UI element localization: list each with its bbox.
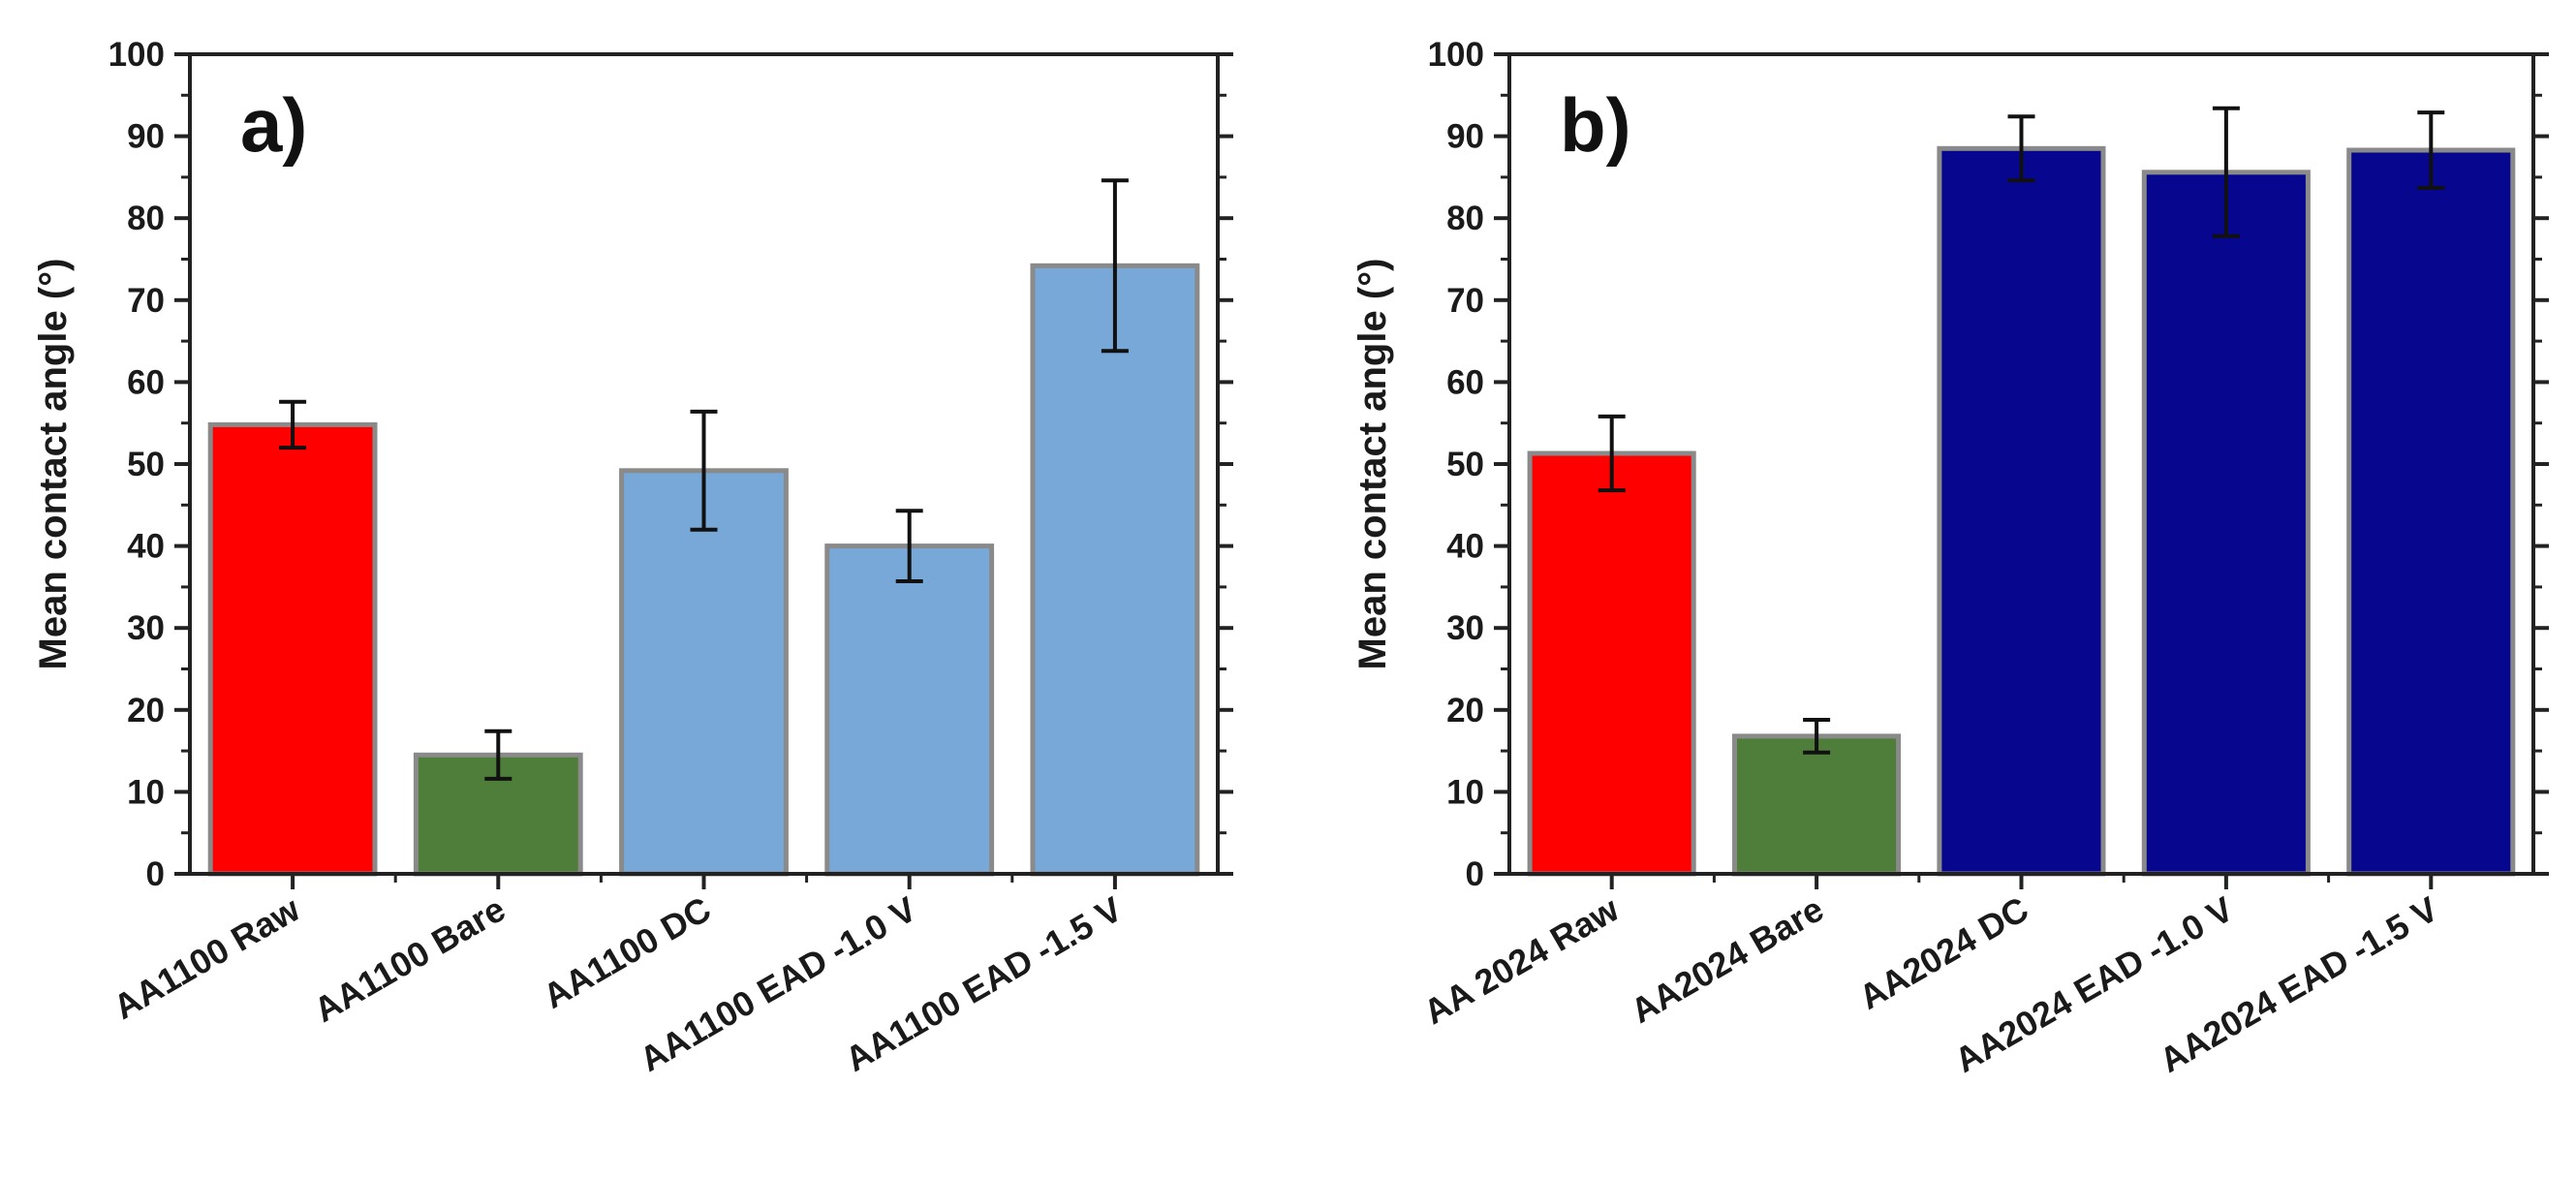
y-tick-label-90: 90 xyxy=(127,118,165,156)
x-tick-label-2: AA2024 Bare xyxy=(1624,888,1830,1031)
y-tick-label-80: 80 xyxy=(1446,200,1484,237)
y-tick-label-100: 100 xyxy=(109,36,165,74)
x-tick-label-1: AA1100 Raw xyxy=(107,888,307,1027)
y-tick-label-90: 90 xyxy=(1446,118,1484,156)
bar-4 xyxy=(824,543,995,877)
y-tick-label-20: 20 xyxy=(127,692,165,729)
bar-5 xyxy=(2346,147,2516,877)
panel-label: b) xyxy=(1560,82,1631,168)
bar-5 xyxy=(1030,263,1200,877)
y-tick-label-0: 0 xyxy=(1466,855,1484,893)
y-axis-title: Mean contact angle (°) xyxy=(32,259,75,670)
bar-1 xyxy=(207,421,378,877)
y-tick-label-10: 10 xyxy=(127,773,165,811)
y-tick-label-30: 30 xyxy=(1446,609,1484,647)
x-tick-label-3: AA2024 DC xyxy=(1852,888,2035,1017)
y-tick-label-40: 40 xyxy=(1446,528,1484,566)
y-tick-label-40: 40 xyxy=(127,528,165,566)
y-tick-label-100: 100 xyxy=(1428,36,1484,74)
x-tick-label-3: AA1100 DC xyxy=(537,888,718,1016)
y-tick-label-70: 70 xyxy=(127,282,165,320)
y-tick-label-80: 80 xyxy=(127,200,165,237)
y-tick-label-70: 70 xyxy=(1446,282,1484,320)
y-tick-label-60: 60 xyxy=(1446,363,1484,401)
y-tick-label-20: 20 xyxy=(1446,692,1484,729)
bar-3 xyxy=(1937,145,2106,877)
bar-4 xyxy=(2141,170,2311,877)
x-tick-label-1: AA 2024 Raw xyxy=(1417,888,1627,1032)
y-axis-title: Mean contact angle (°) xyxy=(1351,259,1394,670)
x-tick-label-2: AA1100 Bare xyxy=(307,888,512,1030)
y-tick-label-50: 50 xyxy=(127,446,165,483)
y-tick-label-0: 0 xyxy=(146,855,165,893)
panel-label: a) xyxy=(240,82,307,168)
y-tick-label-50: 50 xyxy=(1446,446,1484,483)
y-tick-label-30: 30 xyxy=(127,609,165,647)
y-tick-label-60: 60 xyxy=(127,363,165,401)
y-tick-label-10: 10 xyxy=(1446,773,1484,811)
bar-2 xyxy=(1732,733,1902,877)
bar-1 xyxy=(1527,450,1696,877)
